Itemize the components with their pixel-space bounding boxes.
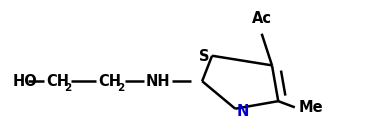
Text: S: S	[200, 49, 210, 64]
Text: Me: Me	[299, 100, 323, 115]
Text: 2: 2	[117, 83, 124, 93]
Text: Ac: Ac	[252, 11, 272, 26]
Text: NH: NH	[146, 74, 170, 89]
Text: CH: CH	[46, 74, 69, 89]
Text: HO: HO	[13, 74, 37, 89]
Text: 2: 2	[64, 83, 72, 93]
Text: CH: CH	[99, 74, 122, 89]
Text: N: N	[237, 104, 249, 119]
